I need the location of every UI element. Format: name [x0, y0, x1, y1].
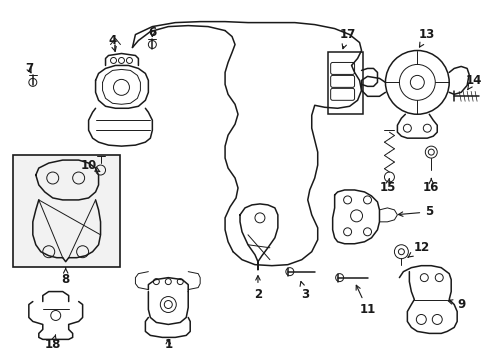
Text: 17: 17 [339, 28, 355, 49]
Text: 4: 4 [108, 34, 117, 51]
Text: 14: 14 [465, 74, 481, 90]
Text: 7: 7 [25, 62, 33, 75]
Text: 1: 1 [164, 338, 172, 351]
Text: 10: 10 [81, 158, 100, 172]
Text: 18: 18 [44, 335, 61, 351]
Text: 6: 6 [148, 26, 156, 39]
Bar [13, 155, 120, 267]
Text: 3: 3 [300, 282, 308, 301]
Text: 8: 8 [61, 267, 70, 286]
Text: 11: 11 [355, 285, 375, 316]
Text: 15: 15 [379, 179, 395, 194]
Text: 16: 16 [422, 179, 439, 194]
Bar [327, 53, 362, 114]
Text: 5: 5 [398, 205, 432, 219]
Text: 2: 2 [253, 276, 262, 301]
Text: 9: 9 [447, 298, 465, 311]
Text: 13: 13 [418, 28, 434, 47]
Text: 12: 12 [407, 241, 428, 257]
